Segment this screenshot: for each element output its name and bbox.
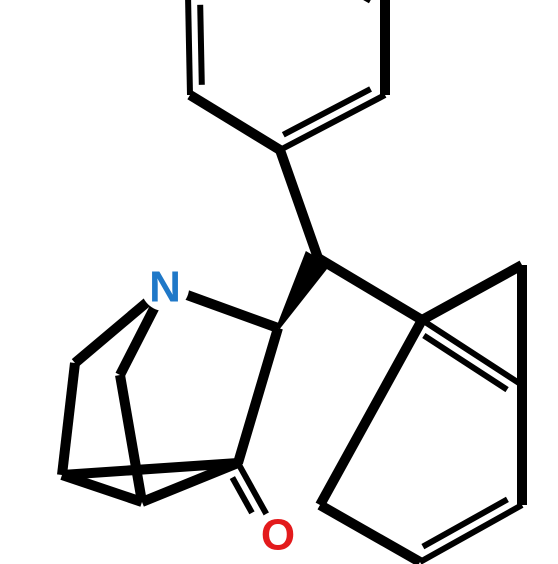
atom-label-o: O <box>261 511 295 560</box>
atom-label-n: N <box>149 263 181 312</box>
molecule-diagram: NO <box>0 0 558 564</box>
